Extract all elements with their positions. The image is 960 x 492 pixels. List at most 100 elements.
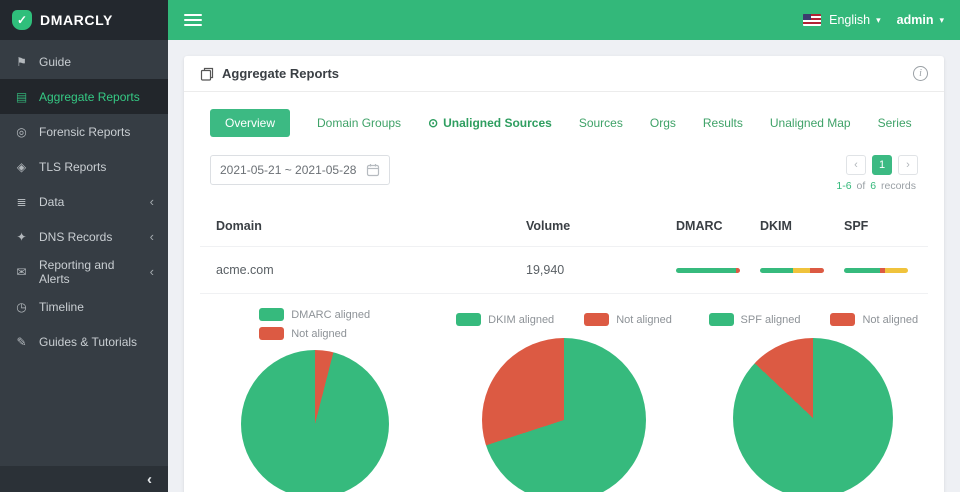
user-menu[interactable]: admin: [896, 13, 934, 27]
legend-item[interactable]: Not aligned: [259, 327, 370, 340]
legend-item[interactable]: Not aligned: [830, 313, 918, 326]
calendar-icon: [366, 164, 380, 177]
sidebar-item-label: Data: [39, 194, 65, 209]
sidebar-item-label: Timeline: [39, 299, 84, 314]
red-swatch-icon: [259, 327, 285, 340]
report-copy-icon: [200, 67, 214, 81]
tab-unaligned-map[interactable]: Unaligned Map: [769, 116, 851, 130]
expand-chevron-icon: ‹: [149, 229, 154, 244]
expand-chevron-icon: ‹: [149, 194, 154, 209]
data-icon: ≣: [16, 194, 27, 209]
red-swatch-icon: [830, 313, 856, 326]
sidebar-item-data[interactable]: ≣ Data ‹: [0, 184, 168, 219]
sidebar-item-dns-records[interactable]: ✦ DNS Records ‹: [0, 219, 168, 254]
logo[interactable]: ✓ DMARCLY: [0, 0, 168, 40]
col-volume: Volume: [526, 219, 571, 233]
content: Aggregate Reports i Overview Domain Grou…: [168, 40, 960, 492]
tab-results[interactable]: Results: [702, 116, 743, 130]
dkim-pie-chart[interactable]: [481, 338, 646, 492]
chevron-down-icon: ▾: [876, 14, 881, 25]
sidebar-item-timeline[interactable]: ◷ Timeline: [0, 289, 168, 324]
tab-unaligned-sources[interactable]: ⊙ Unaligned Sources: [428, 116, 552, 130]
target-icon: ⊙: [428, 116, 439, 130]
col-dmarc: DMARC: [676, 219, 723, 233]
hamburger-menu-icon[interactable]: [184, 11, 202, 29]
reporting-alerts-icon: ✉: [16, 264, 27, 279]
tab-label: Unaligned Sources: [443, 116, 552, 130]
prev-page-button[interactable]: ‹: [846, 155, 866, 175]
legend-item[interactable]: DMARC aligned: [259, 308, 370, 321]
language-selector[interactable]: English: [829, 13, 871, 27]
info-icon[interactable]: i: [913, 66, 928, 81]
timeline-icon: ◷: [16, 299, 27, 314]
spf-legend: SPF aligned Not aligned: [708, 313, 918, 326]
col-domain: Domain: [216, 219, 262, 233]
tab-series[interactable]: Series: [877, 116, 912, 130]
red-swatch-icon: [584, 313, 610, 326]
forensic-reports-icon: ◎: [16, 124, 27, 139]
dkim-legend: DKIM aligned Not aligned: [456, 313, 672, 326]
controls-row: 2021-05-21 ~ 2021-05-28 ‹ 1 ›: [184, 148, 944, 200]
dns-records-icon: ✦: [16, 229, 27, 244]
sidebar-item-forensic-reports[interactable]: ◎ Forensic Reports: [0, 114, 168, 149]
topbar: English ▾ admin ▾: [168, 0, 960, 40]
date-range-value: 2021-05-21 ~ 2021-05-28: [220, 163, 357, 177]
sidebar-item-label: TLS Reports: [39, 159, 107, 174]
charts-row: DMARC aligned Not aligned: [184, 294, 944, 492]
card-header: Aggregate Reports i: [184, 56, 944, 92]
table-header-row: Domain Volume DMARC DKIM SPF: [200, 206, 928, 247]
dmarc-pie-chart[interactable]: [240, 350, 389, 492]
us-flag-icon: [803, 14, 822, 26]
green-swatch-icon: [259, 308, 285, 321]
reports-table: Domain Volume DMARC DKIM SPF acme.com 19…: [184, 200, 944, 294]
aggregate-reports-card: Aggregate Reports i Overview Domain Grou…: [184, 56, 944, 492]
legend-item[interactable]: Not aligned: [584, 313, 672, 326]
dkim-alignment-bar: [760, 267, 824, 273]
page-1-button[interactable]: 1: [872, 155, 892, 175]
sidebar-item-label: Aggregate Reports: [39, 89, 140, 104]
dmarc-legend: DMARC aligned Not aligned: [259, 308, 370, 340]
sidebar-item-tls-reports[interactable]: ◈ TLS Reports: [0, 149, 168, 184]
green-swatch-icon: [456, 313, 482, 326]
spf-pie-chart[interactable]: [733, 338, 894, 492]
col-spf: SPF: [844, 219, 869, 233]
col-dkim: DKIM: [760, 219, 792, 233]
guide-icon: ⚑: [16, 54, 27, 69]
tab-overview[interactable]: Overview: [210, 109, 291, 137]
expand-chevron-icon: ‹: [149, 264, 154, 279]
sidebar-item-reporting-and-alerts[interactable]: ✉ Reporting and Alerts ‹: [0, 254, 168, 289]
guides-tutorials-icon: ✎: [16, 334, 27, 349]
domain-cell: acme.com: [216, 263, 274, 277]
next-page-button[interactable]: ›: [898, 155, 918, 175]
pagination: ‹ 1 › 1-6 of 6 records: [836, 155, 918, 192]
tls-reports-icon: ◈: [16, 159, 27, 174]
sidebar-item-guide[interactable]: ⚑ Guide: [0, 44, 168, 79]
legend-item[interactable]: SPF aligned: [708, 313, 800, 326]
tab-orgs[interactable]: Orgs: [649, 116, 676, 130]
records-summary: 1-6 of 6 records: [836, 180, 916, 192]
table-row[interactable]: acme.com 19,940: [200, 247, 928, 294]
tab-bar: Overview Domain Groups ⊙ Unaligned Sourc…: [184, 92, 944, 148]
sidebar-item-label: Guide: [39, 54, 72, 69]
sidebar-item-label: Guides & Tutorials: [39, 334, 138, 349]
sidebar-item-label: DNS Records: [39, 229, 113, 244]
main-area: English ▾ admin ▾ Aggregate Reports i Ov…: [168, 0, 960, 492]
dmarc-chart: DMARC aligned Not aligned: [190, 302, 439, 492]
sidebar-collapse-button[interactable]: ‹: [0, 466, 168, 492]
shield-logo-icon: ✓: [12, 10, 32, 30]
tab-domain-groups[interactable]: Domain Groups: [317, 116, 402, 130]
legend-item[interactable]: DKIM aligned: [456, 313, 554, 326]
collapse-chevron-icon: ‹: [147, 470, 152, 488]
logo-text: DMARCLY: [40, 12, 113, 28]
dkim-chart: DKIM aligned Not aligned: [439, 302, 688, 492]
sidebar-item-label: Reporting and Alerts: [39, 257, 115, 286]
sidebar-item-guides-tutorials[interactable]: ✎ Guides & Tutorials: [0, 324, 168, 359]
volume-cell: 19,940: [526, 263, 565, 277]
tab-sources[interactable]: Sources: [578, 116, 623, 130]
dmarc-alignment-bar: [676, 267, 740, 273]
sidebar-item-label: Forensic Reports: [39, 124, 131, 139]
date-range-input[interactable]: 2021-05-21 ~ 2021-05-28: [210, 155, 390, 185]
sidebar-nav: ⚑ Guide ▤ Aggregate Reports ◎ Forensic R…: [0, 40, 168, 466]
sidebar-item-aggregate-reports[interactable]: ▤ Aggregate Reports: [0, 79, 168, 114]
